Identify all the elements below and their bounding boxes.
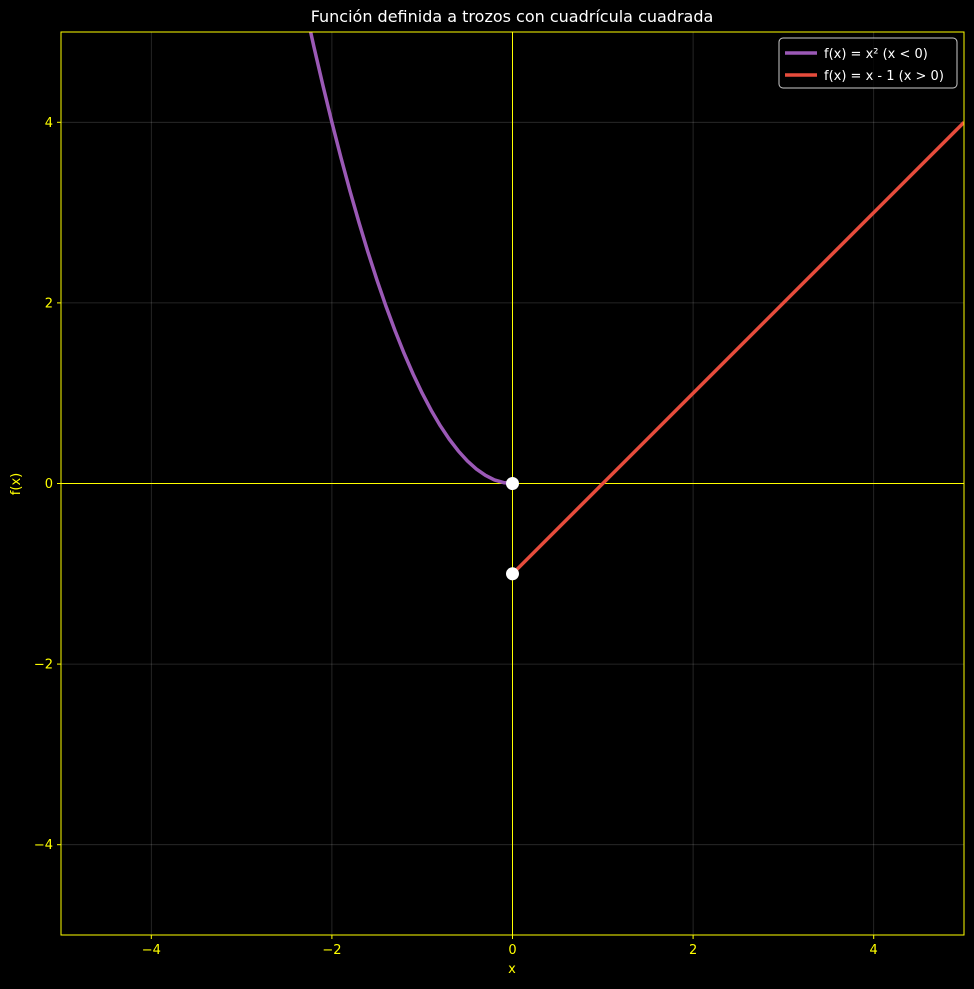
- y-tick-label-2: 0: [45, 477, 53, 492]
- x-tick-label-0: −4: [142, 943, 161, 958]
- y-tick-label-3: 2: [45, 296, 53, 311]
- point-marker-0: [506, 477, 519, 490]
- legend-entry-red: f(x) = x - 1 (x > 0): [824, 69, 944, 84]
- y-axis-label: f(x): [9, 473, 24, 495]
- legend-entry-purple: f(x) = x² (x < 0): [824, 47, 928, 62]
- x-tick-label-1: −2: [322, 943, 341, 958]
- legend-box: [778, 37, 958, 89]
- y-tick-label-4: 4: [45, 116, 53, 131]
- x-tick-label-3: 2: [689, 943, 697, 958]
- x-ticks: −4 −2 0 2 4: [142, 935, 878, 958]
- marker-layer: [506, 477, 519, 581]
- y-ticks: −4 −2 0 2 4: [34, 116, 61, 853]
- point-marker-1: [506, 567, 519, 581]
- y-tick-label-0: −4: [34, 838, 53, 853]
- chart-title: Función definida a trozos con cuadrícula…: [311, 7, 714, 26]
- x-axis-label: x: [508, 962, 516, 977]
- series-line-0: [308, 32, 513, 486]
- y-tick-label-1: −2: [34, 658, 53, 673]
- legend: f(x) = x² (x < 0) f(x) = x - 1 (x > 0): [778, 37, 958, 89]
- series-layer: [308, 32, 964, 576]
- x-tick-label-2: 0: [508, 943, 516, 958]
- x-tick-label-4: 4: [870, 943, 878, 958]
- series-line-1: [511, 121, 964, 576]
